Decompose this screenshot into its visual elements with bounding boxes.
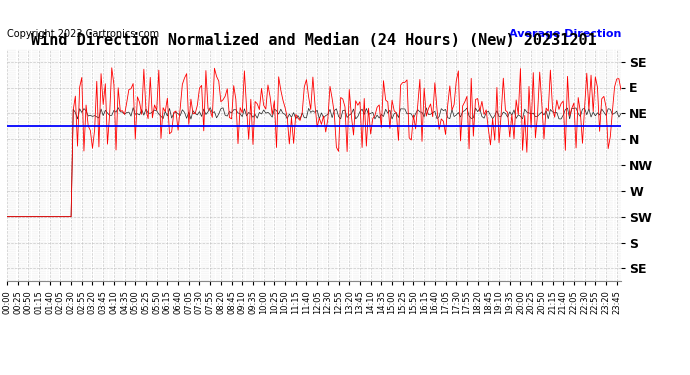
Title: Wind Direction Normalized and Median (24 Hours) (New) 20231201: Wind Direction Normalized and Median (24… [31,33,597,48]
Text: Average Direction: Average Direction [509,30,621,39]
Text: Copyright 2023 Cartronics.com: Copyright 2023 Cartronics.com [7,30,159,39]
